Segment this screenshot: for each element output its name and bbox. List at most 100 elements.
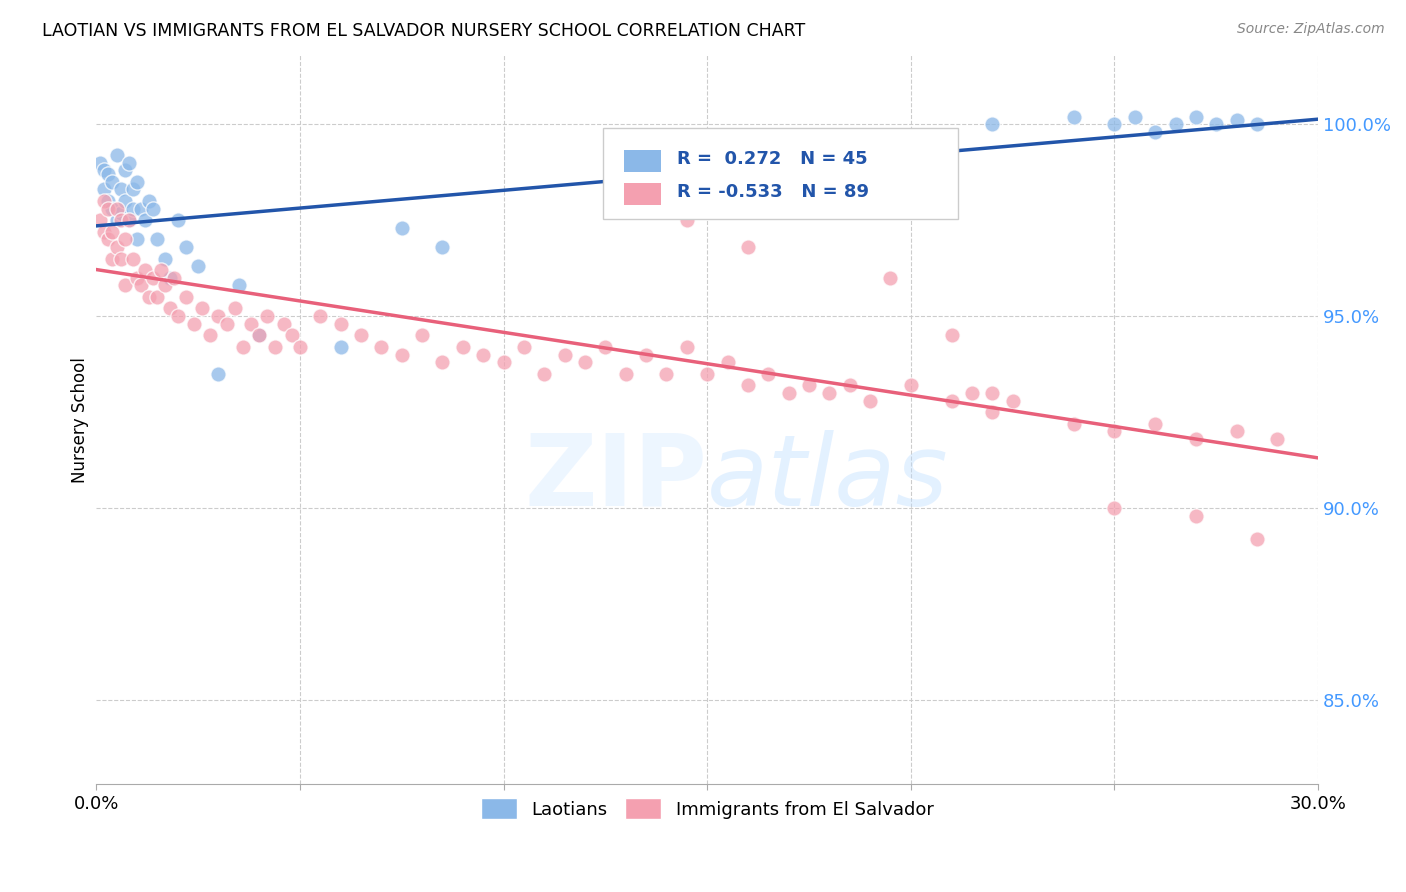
Point	[105, 240, 128, 254]
Point	[187, 259, 209, 273]
Point	[125, 232, 148, 246]
Point	[655, 367, 678, 381]
Point	[1104, 117, 1126, 131]
Point	[675, 340, 697, 354]
Point	[239, 317, 262, 331]
Point	[166, 213, 188, 227]
Point	[159, 301, 181, 316]
Point	[118, 155, 141, 169]
Point	[778, 385, 800, 400]
Point	[859, 393, 882, 408]
Point	[900, 378, 922, 392]
Point	[1104, 501, 1126, 516]
Text: R = -0.533   N = 89: R = -0.533 N = 89	[676, 183, 869, 202]
Point	[1144, 417, 1167, 431]
Point	[1226, 425, 1249, 439]
Point	[981, 385, 1004, 400]
Point	[155, 278, 177, 293]
Point	[228, 278, 250, 293]
Point	[129, 202, 152, 216]
Point	[134, 213, 156, 227]
Point	[138, 194, 160, 208]
Point	[97, 194, 120, 208]
Point	[1123, 110, 1146, 124]
Point	[350, 328, 373, 343]
Point	[391, 347, 413, 361]
Y-axis label: Nursery School: Nursery School	[72, 357, 89, 483]
Text: LAOTIAN VS IMMIGRANTS FROM EL SALVADOR NURSERY SCHOOL CORRELATION CHART: LAOTIAN VS IMMIGRANTS FROM EL SALVADOR N…	[42, 22, 806, 40]
Point	[533, 367, 555, 381]
Point	[114, 194, 136, 208]
Point	[110, 252, 132, 266]
Bar	[624, 183, 661, 204]
Point	[150, 263, 173, 277]
Point	[432, 355, 454, 369]
Point	[125, 270, 148, 285]
Point	[97, 232, 120, 246]
Point	[941, 393, 963, 408]
Point	[614, 367, 637, 381]
Point	[114, 278, 136, 293]
Point	[89, 155, 111, 169]
Point	[200, 328, 222, 343]
Point	[981, 117, 1004, 131]
Point	[159, 270, 181, 285]
Point	[114, 163, 136, 178]
Point	[215, 317, 238, 331]
Point	[1185, 432, 1208, 446]
Point	[574, 355, 596, 369]
Point	[1267, 432, 1289, 446]
Point	[101, 252, 124, 266]
Point	[93, 225, 115, 239]
Point	[838, 378, 860, 392]
Point	[329, 317, 352, 331]
Point	[960, 385, 983, 400]
Point	[1164, 117, 1187, 131]
Point	[97, 202, 120, 216]
Point	[256, 309, 278, 323]
Point	[1001, 393, 1024, 408]
Point	[737, 378, 759, 392]
Point	[273, 317, 295, 331]
Point	[1063, 110, 1085, 124]
Point	[174, 240, 197, 254]
Point	[472, 347, 495, 361]
Point	[101, 175, 124, 189]
Point	[247, 328, 270, 343]
Text: R =  0.272   N = 45: R = 0.272 N = 45	[676, 151, 868, 169]
Point	[280, 328, 302, 343]
Point	[142, 270, 165, 285]
Point	[110, 205, 132, 219]
Point	[207, 367, 229, 381]
Point	[1246, 532, 1268, 546]
Point	[101, 202, 124, 216]
Point	[696, 367, 718, 381]
Point	[981, 405, 1004, 419]
Point	[818, 385, 841, 400]
Point	[737, 240, 759, 254]
Point	[797, 175, 820, 189]
Point	[411, 328, 433, 343]
Point	[166, 309, 188, 323]
Point	[105, 213, 128, 227]
Text: ZIP: ZIP	[524, 430, 707, 526]
Point	[121, 182, 143, 196]
Point	[110, 213, 132, 227]
Point	[93, 182, 115, 196]
Point	[451, 340, 474, 354]
Point	[756, 367, 779, 381]
Point	[1104, 425, 1126, 439]
Point	[554, 347, 576, 361]
Point	[391, 220, 413, 235]
Point	[1185, 508, 1208, 523]
Point	[146, 290, 169, 304]
Point	[129, 278, 152, 293]
Point	[247, 328, 270, 343]
Point	[105, 148, 128, 162]
Point	[329, 340, 352, 354]
Point	[89, 213, 111, 227]
Point	[636, 347, 658, 361]
Point	[118, 213, 141, 227]
Point	[941, 328, 963, 343]
Point	[288, 340, 311, 354]
